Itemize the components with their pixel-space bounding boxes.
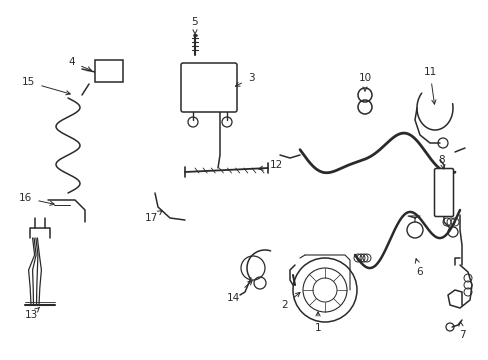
Text: 15: 15 — [21, 77, 70, 95]
Text: 7: 7 — [458, 322, 465, 340]
Text: 11: 11 — [423, 67, 436, 104]
Text: 1: 1 — [314, 312, 321, 333]
Text: 13: 13 — [25, 307, 40, 320]
Text: 4: 4 — [68, 57, 91, 71]
Text: 17: 17 — [144, 211, 162, 223]
Text: 3: 3 — [235, 73, 254, 86]
FancyBboxPatch shape — [95, 60, 123, 82]
Text: 6: 6 — [414, 259, 423, 277]
Text: 5: 5 — [191, 17, 198, 34]
Text: 16: 16 — [19, 193, 54, 205]
Text: 12: 12 — [258, 160, 283, 170]
Text: 14: 14 — [226, 281, 252, 303]
Text: 8: 8 — [438, 155, 445, 169]
Text: 10: 10 — [358, 73, 371, 91]
FancyBboxPatch shape — [181, 63, 237, 112]
Text: 9: 9 — [0, 359, 1, 360]
Text: 2: 2 — [281, 292, 300, 310]
FancyBboxPatch shape — [434, 168, 452, 216]
